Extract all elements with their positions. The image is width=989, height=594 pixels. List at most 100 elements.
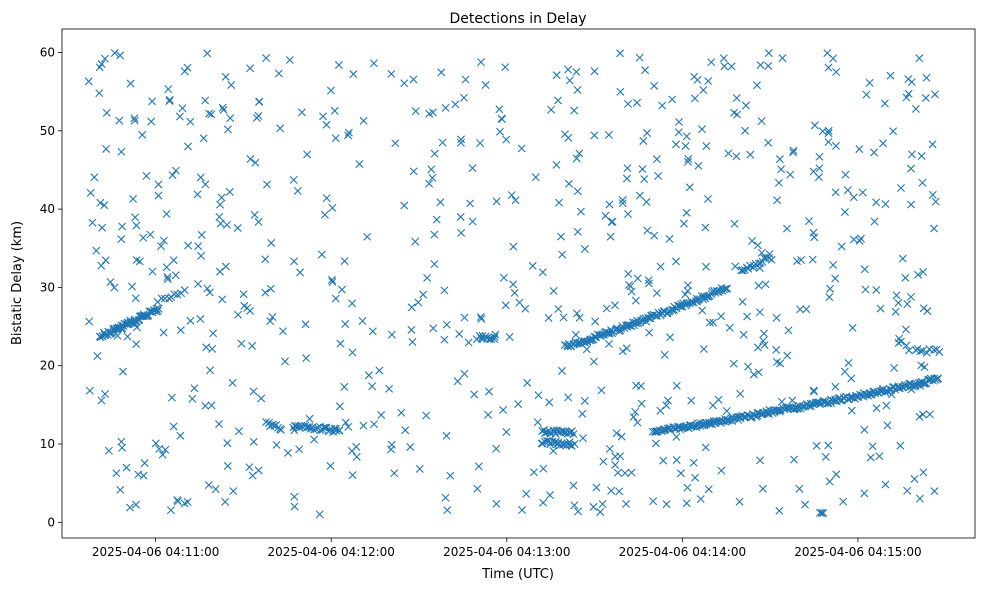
scatter-point-946: [196, 173, 205, 182]
scatter-point-842: [764, 49, 773, 58]
scatter-point-1254: [808, 255, 817, 264]
scatter-point-1073: [223, 461, 232, 470]
scatter-point-774: [704, 485, 713, 494]
scatter-point-675: [616, 87, 625, 96]
scatter-point-1189: [876, 304, 885, 313]
scatter-point-845: [860, 265, 869, 274]
scatter-point-563: [492, 444, 501, 453]
scatter-point-1188: [110, 283, 119, 292]
scatter-point-620: [328, 277, 337, 286]
scatter-point-1086: [330, 424, 339, 433]
scatter-point-1075: [201, 180, 210, 189]
scatter-point-571: [840, 207, 849, 216]
x-tick-label-4: 2025-04-06 04:15:00: [794, 545, 921, 559]
scatter-point-820: [96, 198, 105, 207]
scatter-point-1146: [698, 306, 707, 315]
scatter-point-1106: [331, 134, 340, 143]
scatter-point-782: [135, 257, 144, 266]
y-axis-ticks: 0 10 20 30 40 50 60: [40, 45, 62, 529]
scatter-point-1069: [730, 219, 739, 228]
scatter-point-927: [158, 450, 167, 459]
scatter-point-890: [217, 193, 226, 202]
scatter-point-863: [930, 224, 939, 233]
scatter-point-885: [872, 198, 881, 207]
scatter-point-762: [461, 75, 470, 84]
scatter-point-1252: [676, 469, 685, 478]
scatter-point-257: [676, 302, 685, 311]
scatter-point-1025: [545, 491, 554, 500]
scatter-point-1129: [651, 439, 660, 448]
scatter-point-627: [724, 149, 733, 158]
scatter-point-292: [720, 285, 729, 294]
scatter-point-972: [348, 299, 357, 308]
scatter-point-1192: [113, 331, 122, 340]
scatter-point-1241: [760, 340, 769, 349]
scatter-point-1041: [441, 103, 450, 112]
scatter-point-1048: [635, 191, 644, 200]
scatter-point-586: [397, 408, 406, 417]
scatter-point-640: [330, 106, 339, 115]
scatter-point-431: [824, 399, 833, 408]
scatter-point-1234: [515, 298, 524, 307]
scatter-point-834: [559, 313, 568, 322]
scatter-point-1173: [442, 320, 451, 329]
scatter-point-561: [223, 439, 232, 448]
scatter-point-668: [601, 211, 610, 220]
scatter-point-854: [915, 54, 924, 63]
scatter-point-616: [423, 273, 432, 282]
scatter-point-584: [683, 157, 692, 166]
scatter-point-864: [268, 313, 277, 321]
scatter-point-973: [116, 485, 125, 494]
scatter-point-991: [169, 422, 178, 431]
scatter-point-426: [819, 396, 828, 405]
scatter-point-1039: [100, 201, 109, 210]
scatter-point-988: [505, 332, 514, 341]
scatter-point-1255: [775, 506, 784, 515]
scatter-point-755: [604, 340, 613, 348]
scatter-point-1051: [882, 401, 891, 410]
scatter-point-712: [589, 357, 598, 366]
scatter-point-896: [457, 135, 466, 144]
scatter-point-1108: [608, 217, 617, 226]
scatter-point-533: [918, 346, 927, 355]
scatter-point-1248: [175, 112, 184, 121]
scatter-point-1093: [166, 506, 175, 515]
scatter-point-741: [774, 178, 783, 187]
scatter-point-1120: [633, 418, 642, 427]
scatter-point-1183: [904, 75, 913, 84]
scatter-point-1237: [186, 316, 195, 325]
scatter-point-1056: [98, 223, 107, 232]
scatter-point-1070: [702, 262, 711, 271]
scatter-point-765: [246, 155, 255, 164]
scatter-point-1052: [590, 131, 599, 140]
scatter-point-613: [85, 317, 94, 326]
scatter-point-1053: [427, 165, 436, 174]
scatter-point-814: [849, 193, 858, 202]
scatter-point-998: [484, 410, 493, 419]
scatter-point-606: [650, 81, 659, 90]
scatter-point-1174: [698, 125, 706, 134]
scatter-point-832: [590, 67, 599, 76]
scatter-point-1162: [507, 191, 516, 200]
scatter-point-744: [408, 337, 417, 346]
scatter-point-1257: [492, 197, 501, 206]
scatter-point-577: [926, 374, 935, 383]
scatter-point-929: [341, 320, 350, 329]
scatter-point-1250: [848, 323, 857, 332]
scatter-point-923: [824, 126, 833, 135]
scatter-point-1180: [148, 97, 157, 106]
scatter-point-679: [886, 71, 895, 80]
scatter-point-1096: [731, 262, 740, 271]
scatter-point-959: [860, 489, 869, 498]
scatter-point-760: [385, 384, 394, 393]
scatter-point-874: [459, 93, 468, 102]
scatter-point-1034: [570, 501, 579, 510]
scatter-point-763: [368, 382, 377, 391]
scatter-point-720: [622, 499, 631, 508]
scatter-point-961: [437, 68, 446, 77]
scatter-point-1127: [440, 286, 449, 295]
scatter-point-783: [720, 62, 729, 71]
scatter-point-619: [789, 146, 798, 155]
scatter-point-1123: [173, 495, 182, 504]
scatter-point-635: [222, 220, 231, 229]
